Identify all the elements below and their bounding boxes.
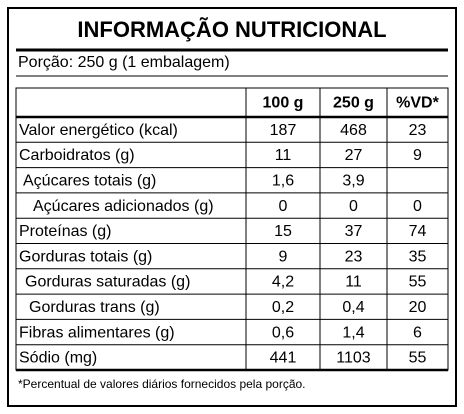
cell-value: 27 bbox=[345, 147, 363, 164]
cell-value: 468 bbox=[340, 122, 367, 139]
cell-value: 55 bbox=[409, 350, 427, 367]
row-label: Proteínas (g) bbox=[19, 223, 111, 240]
cell-value: 0,4 bbox=[342, 299, 364, 316]
row-label: Gorduras saturadas (g) bbox=[25, 274, 190, 291]
row-label: Gorduras totais (g) bbox=[19, 248, 152, 265]
cell-value: 9 bbox=[279, 248, 288, 265]
cell-value: 0,6 bbox=[272, 324, 294, 341]
row-label: Fibras alimentares (g) bbox=[19, 324, 175, 341]
cell-value: 11 bbox=[345, 274, 362, 291]
row-label: Gorduras trans (g) bbox=[29, 299, 160, 316]
cell-value: 20 bbox=[409, 299, 427, 316]
cell-value: 23 bbox=[409, 122, 427, 139]
serving: Porção: 250 g (1 embalagem) bbox=[18, 54, 230, 71]
row-label: Carboidratos (g) bbox=[19, 147, 135, 164]
outer-border bbox=[7, 7, 457, 407]
cell-value: 37 bbox=[345, 223, 363, 240]
cell-value: 1103 bbox=[336, 350, 371, 367]
cell-value: 6 bbox=[413, 324, 422, 341]
cell-value: 1,4 bbox=[342, 324, 364, 341]
cell-value: 15 bbox=[274, 223, 292, 240]
cell-value: 35 bbox=[409, 248, 427, 265]
row-label: Açúcares totais (g) bbox=[23, 172, 156, 189]
row-label: Açúcares adicionados (g) bbox=[33, 198, 214, 215]
cell-value: 441 bbox=[270, 350, 297, 367]
cell-value: 0 bbox=[349, 198, 358, 215]
cell-value: 187 bbox=[270, 122, 297, 139]
cell-value: 1,6 bbox=[272, 172, 294, 189]
cell-value: 4,2 bbox=[272, 274, 294, 291]
column-header: 250 g bbox=[333, 95, 374, 112]
footnote: *Percentual de valores diários fornecido… bbox=[18, 377, 306, 391]
title: INFORMAÇÃO NUTRICIONAL bbox=[77, 17, 386, 42]
cell-value: 3,9 bbox=[342, 172, 364, 189]
cell-value: 11 bbox=[275, 147, 292, 164]
column-header: %VD* bbox=[396, 95, 439, 112]
column-header: 100 g bbox=[263, 95, 304, 112]
cell-value: 0 bbox=[413, 198, 422, 215]
cell-value: 74 bbox=[409, 223, 427, 240]
cell-value: 9 bbox=[413, 147, 422, 164]
row-label: Sódio (mg) bbox=[19, 350, 97, 367]
cell-value: 0,2 bbox=[272, 299, 294, 316]
cell-value: 23 bbox=[345, 248, 363, 265]
cell-value: 55 bbox=[409, 274, 427, 291]
cell-value: 0 bbox=[279, 198, 288, 215]
row-label: Valor energético (kcal) bbox=[19, 122, 178, 139]
